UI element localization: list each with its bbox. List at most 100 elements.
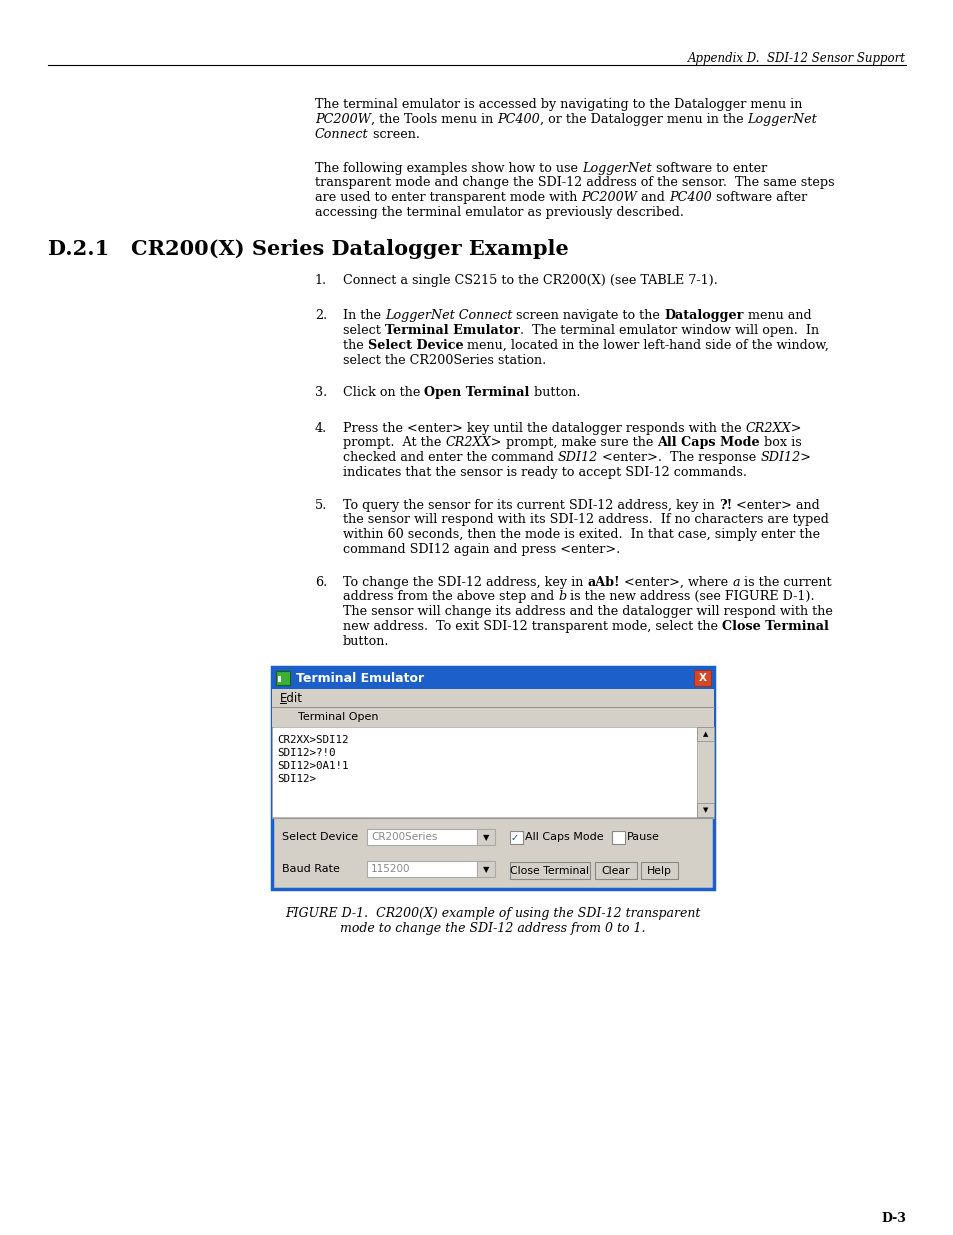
Text: The terminal emulator is accessed by navigating to the Datalogger menu in: The terminal emulator is accessed by nav…	[314, 98, 801, 111]
Bar	[275, 672, 290, 685]
Text: Select Device: Select Device	[282, 832, 357, 842]
Text: Help: Help	[646, 866, 671, 876]
Text: Connect: Connect	[314, 127, 368, 141]
Text: SDI12>: SDI12>	[276, 774, 315, 784]
Text: menu, located in the lower left-hand side of the window,: menu, located in the lower left-hand sid…	[463, 338, 828, 352]
Text: software after: software after	[711, 191, 806, 204]
Text: address from the above step and: address from the above step and	[343, 590, 558, 604]
Text: Pause: Pause	[626, 832, 659, 842]
Bar	[367, 861, 476, 877]
Text: SDI12>?!0: SDI12>?!0	[276, 748, 335, 758]
Text: select the CR200Series station.: select the CR200Series station.	[343, 353, 546, 367]
Bar	[697, 803, 713, 818]
Text: ▼: ▼	[702, 808, 707, 814]
Text: command SDI12 again and press <enter>.: command SDI12 again and press <enter>.	[343, 543, 619, 556]
Text: accessing the terminal emulator as previously described.: accessing the terminal emulator as previ…	[314, 206, 683, 219]
Text: D-3: D-3	[881, 1212, 905, 1225]
Text: LoggerNet Connect: LoggerNet Connect	[385, 309, 512, 322]
Text: select: select	[343, 324, 384, 337]
Text: and: and	[637, 191, 668, 204]
Bar	[272, 708, 713, 727]
Bar	[367, 829, 476, 845]
Text: is the current: is the current	[739, 576, 830, 589]
Text: SDI12: SDI12	[558, 451, 598, 464]
Bar	[640, 862, 678, 879]
Text: Clear: Clear	[601, 866, 630, 876]
Text: a: a	[731, 576, 739, 589]
Text: The following examples show how to use: The following examples show how to use	[314, 162, 581, 174]
Text: .  The terminal emulator window will open.  In: . The terminal emulator window will open…	[519, 324, 818, 337]
Bar	[476, 829, 495, 845]
Text: the: the	[343, 338, 367, 352]
Text: <enter> and: <enter> and	[731, 499, 819, 511]
Text: indicates that the sensor is ready to accept SDI-12 commands.: indicates that the sensor is ready to ac…	[343, 466, 746, 479]
Text: 6.: 6.	[314, 576, 327, 589]
Text: LoggerNet: LoggerNet	[747, 112, 817, 126]
Text: ✓: ✓	[511, 834, 518, 844]
Text: the sensor will respond with its SDI-12 address.  If no characters are typed: the sensor will respond with its SDI-12 …	[343, 514, 828, 526]
Text: checked and enter the command: checked and enter the command	[343, 451, 558, 464]
Bar	[510, 831, 522, 845]
Bar	[697, 727, 713, 818]
Text: X: X	[698, 673, 706, 683]
Text: prompt, make sure the: prompt, make sure the	[501, 436, 657, 450]
Text: SDI12>: SDI12>	[760, 451, 810, 464]
Text: <enter>.  The response: <enter>. The response	[598, 451, 760, 464]
Text: ▲: ▲	[702, 731, 707, 737]
Text: FIGURE D-1.  CR200(X) example of using the SDI-12 transparent: FIGURE D-1. CR200(X) example of using th…	[285, 908, 700, 920]
Text: 3.: 3.	[314, 387, 327, 399]
Text: , the Tools menu in: , the Tools menu in	[371, 112, 497, 126]
Text: Press the <enter> key until the datalogger responds with the: Press the <enter> key until the datalogg…	[343, 421, 745, 435]
Text: Click on the: Click on the	[343, 387, 424, 399]
Text: Connect a single CS215 to the CR200(X) (see TABLE 7-1).: Connect a single CS215 to the CR200(X) (…	[343, 274, 717, 287]
Bar	[595, 862, 637, 879]
Text: <enter>, where: <enter>, where	[619, 576, 731, 589]
Text: software to enter: software to enter	[651, 162, 766, 174]
Text: ▼: ▼	[482, 864, 489, 874]
Text: CR2XX>: CR2XX>	[445, 436, 501, 450]
Bar	[476, 861, 495, 877]
Text: Edit: Edit	[280, 692, 303, 705]
Bar	[272, 667, 713, 889]
Bar	[697, 727, 713, 741]
Text: b: b	[558, 590, 566, 604]
Text: box is: box is	[759, 436, 801, 450]
Text: To query the sensor for its current SDI-12 address, key in: To query the sensor for its current SDI-…	[343, 499, 718, 511]
Text: To change the SDI-12 address, key in: To change the SDI-12 address, key in	[343, 576, 587, 589]
Text: menu and: menu and	[742, 309, 810, 322]
Text: new address.  To exit SDI-12 transparent mode, select the: new address. To exit SDI-12 transparent …	[343, 620, 721, 632]
Text: CR200Series: CR200Series	[371, 832, 436, 842]
Text: Select Device: Select Device	[367, 338, 463, 352]
Text: Terminal Emulator: Terminal Emulator	[295, 672, 424, 684]
Text: PC400: PC400	[668, 191, 711, 204]
Text: within 60 seconds, then the mode is exited.  In that case, simply enter the: within 60 seconds, then the mode is exit…	[343, 529, 820, 541]
Text: button.: button.	[529, 387, 579, 399]
Text: The sensor will change its address and the datalogger will respond with the: The sensor will change its address and t…	[343, 605, 832, 619]
Bar	[693, 671, 710, 687]
Text: Close Terminal: Close Terminal	[510, 866, 589, 876]
Text: screen navigate to the: screen navigate to the	[512, 309, 663, 322]
Bar	[272, 667, 713, 689]
Text: aAb!: aAb!	[587, 576, 619, 589]
Text: All Caps Mode: All Caps Mode	[524, 832, 603, 842]
Text: Open Terminal: Open Terminal	[424, 387, 529, 399]
Text: In the: In the	[343, 309, 385, 322]
Text: PC200W: PC200W	[314, 112, 371, 126]
Bar	[272, 689, 713, 708]
Text: mode to change the SDI-12 address from 0 to 1.: mode to change the SDI-12 address from 0…	[340, 923, 645, 935]
Text: PC400: PC400	[497, 112, 539, 126]
Text: SDI12>0A1!1: SDI12>0A1!1	[276, 761, 348, 772]
Bar	[272, 727, 697, 818]
Text: is the new address (see FIGURE D-1).: is the new address (see FIGURE D-1).	[566, 590, 814, 604]
Text: 115200: 115200	[371, 864, 410, 874]
Text: Close Terminal: Close Terminal	[721, 620, 828, 632]
Text: 2.: 2.	[314, 309, 327, 322]
Text: are used to enter transparent mode with: are used to enter transparent mode with	[314, 191, 580, 204]
Bar	[510, 862, 589, 879]
Bar	[277, 677, 281, 682]
Text: button.: button.	[343, 635, 389, 647]
Text: ▼: ▼	[482, 832, 489, 842]
Text: transparent mode and change the SDI-12 address of the sensor.  The same steps: transparent mode and change the SDI-12 a…	[314, 177, 834, 189]
Text: Datalogger: Datalogger	[663, 309, 742, 322]
Text: 5.: 5.	[314, 499, 327, 511]
